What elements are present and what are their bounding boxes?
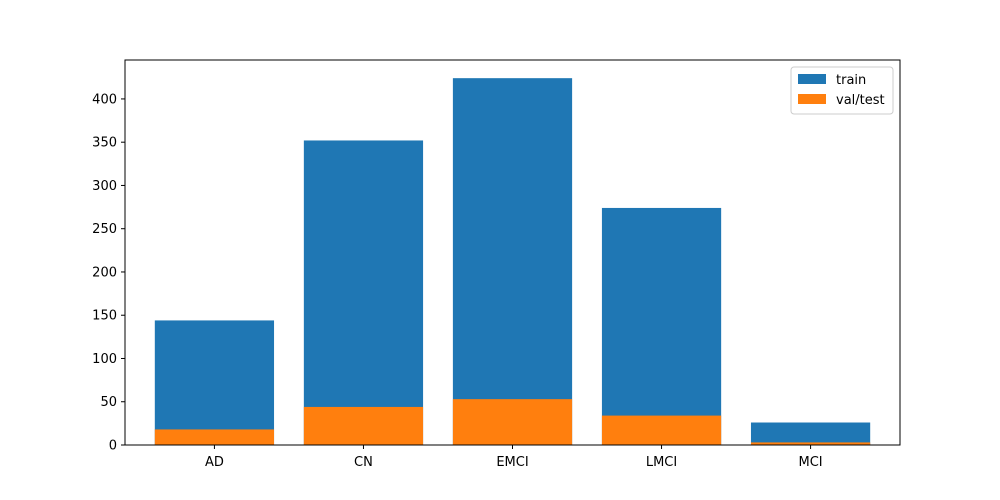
bar-train-emci [452, 78, 573, 445]
bar-train-mci [750, 422, 871, 445]
x-tick-label: MCI [799, 455, 823, 470]
legend: train val/test [790, 66, 894, 115]
legend-swatch [798, 74, 826, 84]
bar-val-test-emci [452, 399, 573, 445]
y-tick-label: 0 [109, 439, 117, 454]
legend-swatch [798, 94, 826, 104]
legend-label: train [836, 73, 866, 88]
bar-val-test-cn [303, 406, 424, 445]
y-tick-label: 300 [92, 179, 117, 194]
bar-val-test-ad [154, 429, 275, 445]
y-axis: 0 50 100 150 200 250 300 350 400 [92, 92, 125, 454]
bars-layer [154, 78, 871, 445]
y-tick-label: 400 [92, 92, 117, 107]
x-tick-label: LMCI [646, 455, 677, 470]
bar-train-cn [303, 140, 424, 445]
bar-val-test-lmci [601, 415, 722, 445]
bar-train-ad [154, 320, 275, 445]
y-tick-label: 50 [100, 395, 117, 410]
y-tick-label: 150 [92, 309, 117, 324]
y-tick-label: 100 [92, 352, 117, 367]
x-axis: AD CN EMCI LMCI MCI [205, 445, 823, 470]
x-tick-label: AD [205, 455, 224, 470]
legend-label: val/test [836, 93, 885, 108]
y-tick-label: 350 [92, 136, 117, 151]
y-tick-label: 200 [92, 265, 117, 280]
y-tick-label: 250 [92, 222, 117, 237]
bar-val-test-mci [750, 442, 871, 445]
x-tick-label: CN [354, 455, 373, 470]
x-tick-label: EMCI [496, 455, 528, 470]
bar-train-lmci [601, 207, 722, 445]
